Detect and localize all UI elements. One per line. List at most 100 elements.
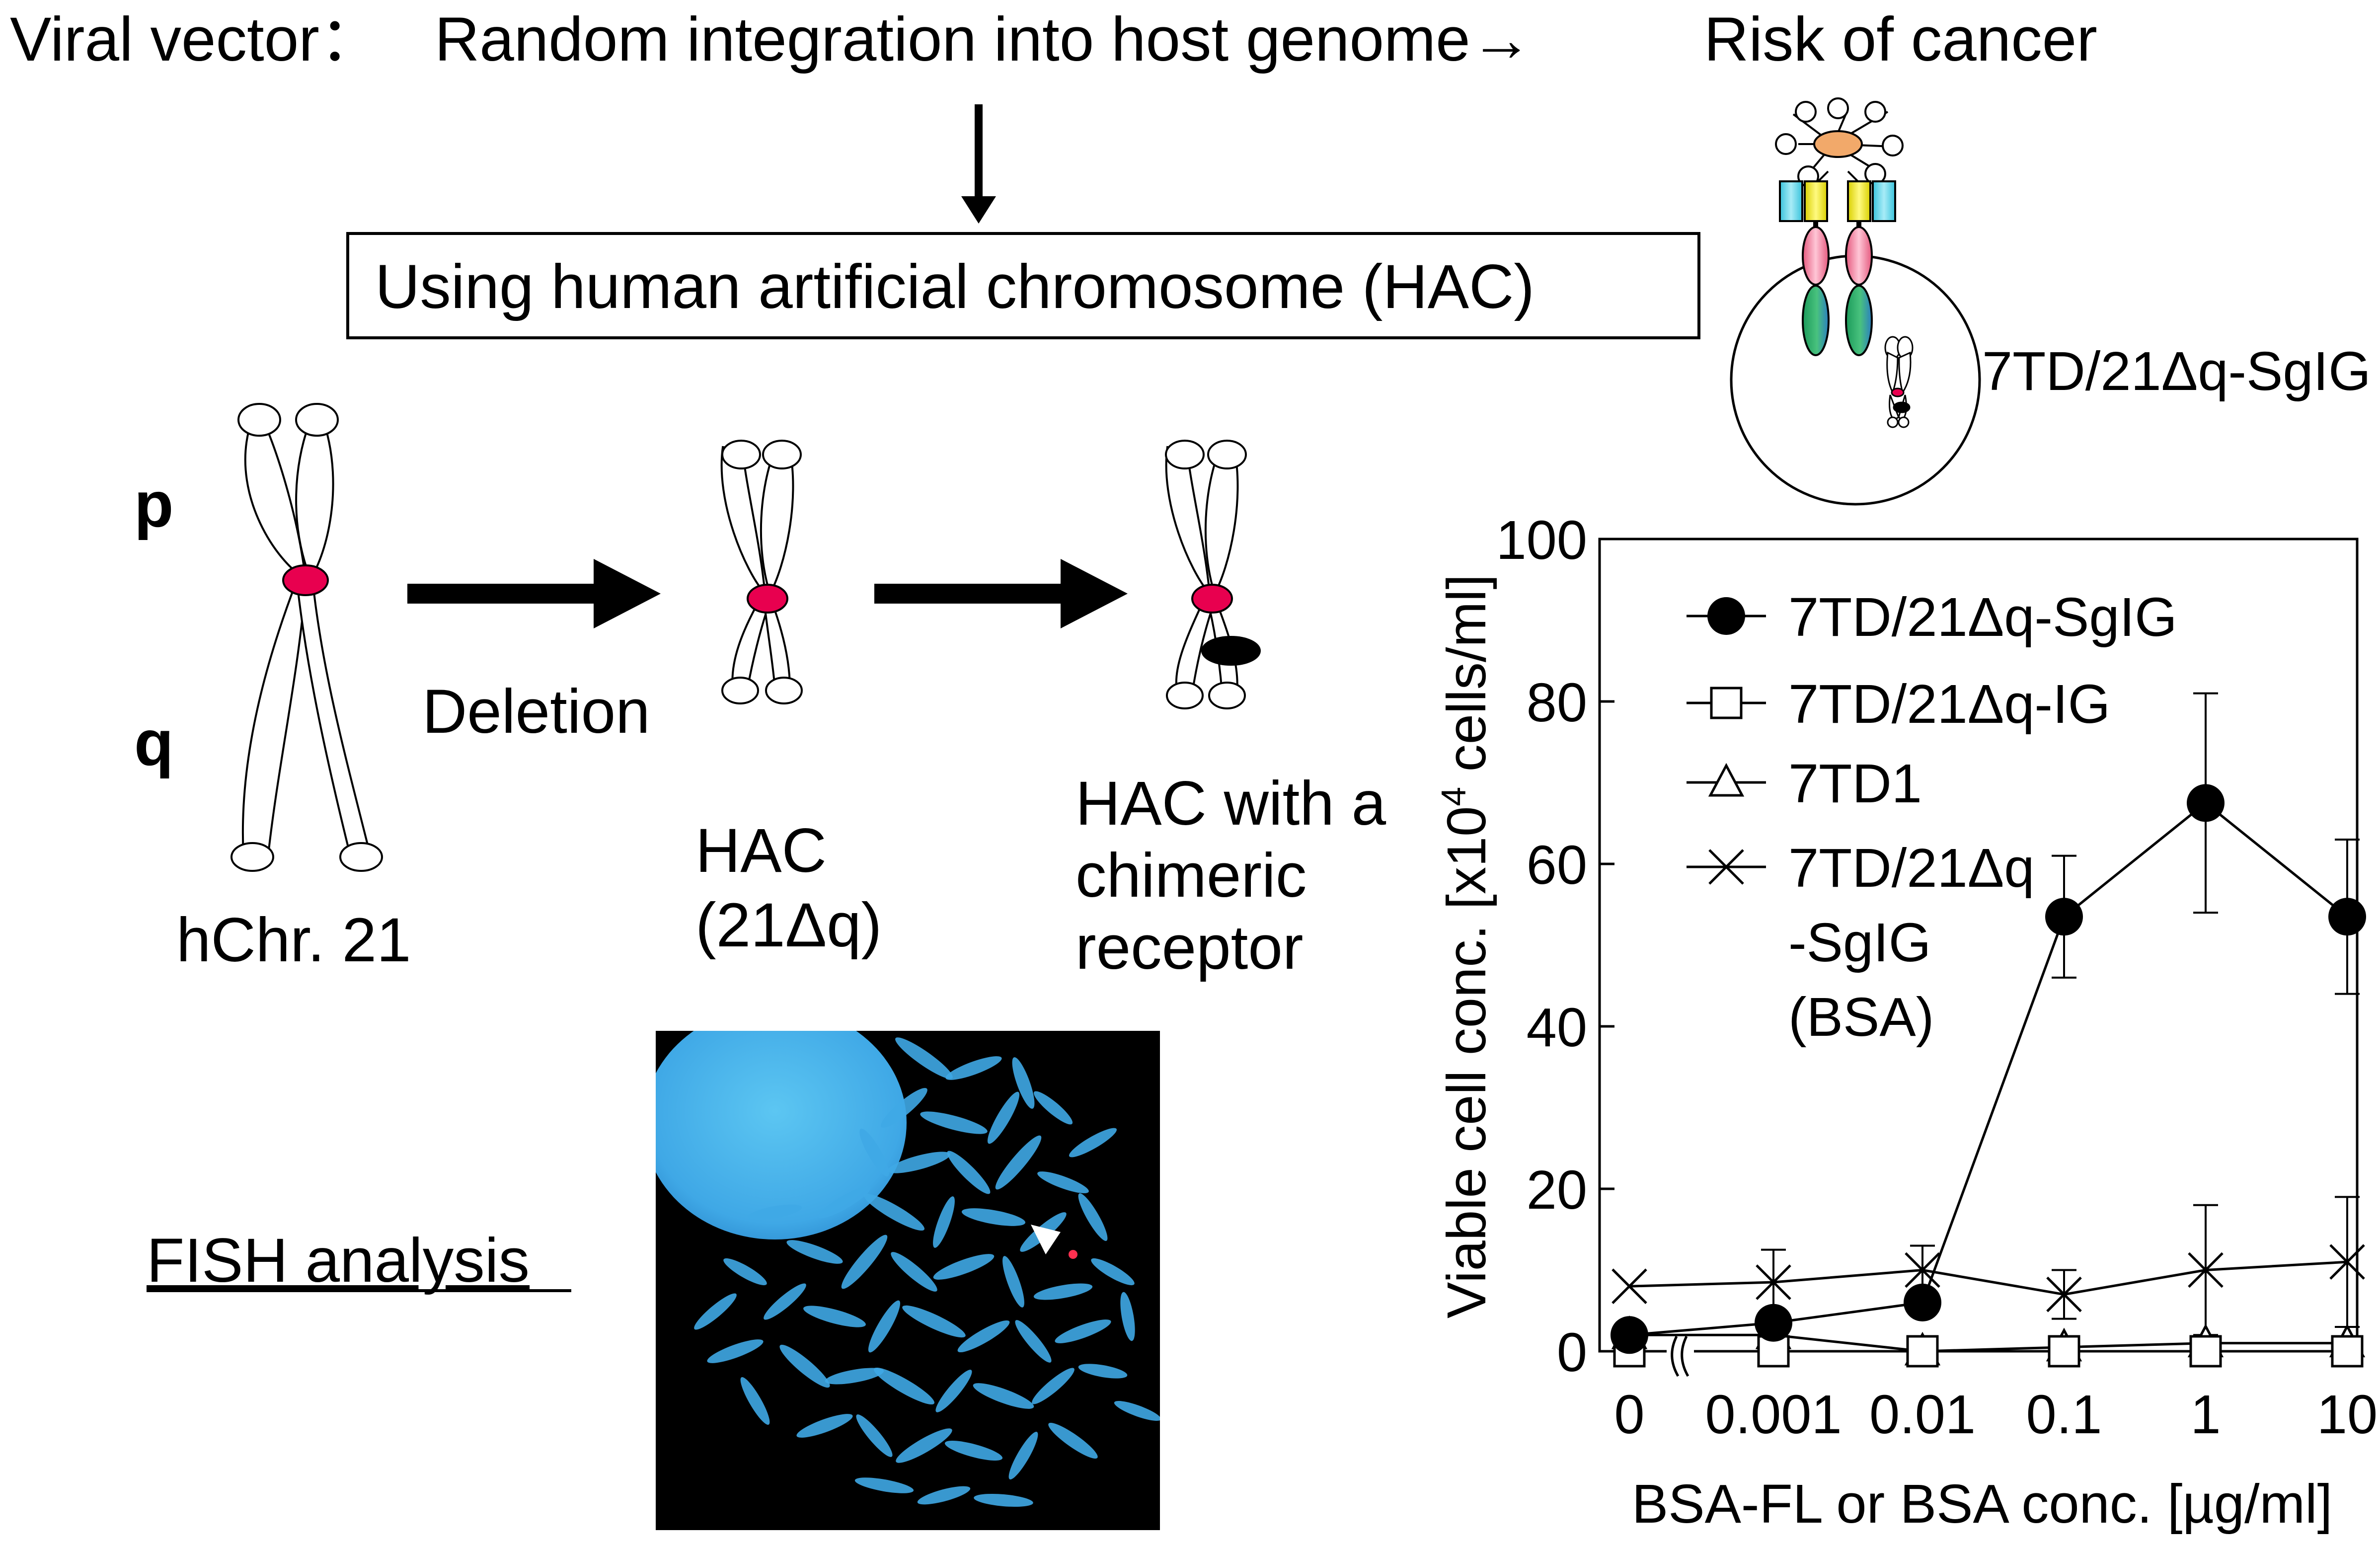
hchr21-label: hChr. 21 — [176, 906, 411, 975]
y-tick-label: 100 — [1496, 510, 1587, 571]
fish-chromosome — [1015, 1320, 1052, 1363]
mini-hac-icon — [1884, 336, 1914, 428]
data-point-cross — [1612, 1268, 1647, 1304]
fish-chromosome — [841, 1235, 888, 1289]
arrow-right-1 — [407, 559, 661, 628]
data-point-cross — [1708, 849, 1744, 885]
hac-label-line1: HAC — [695, 816, 827, 885]
hac-receptor-line3: receptor — [1075, 913, 1304, 982]
random-integration-text: Random integration into host genome→ — [435, 5, 1533, 74]
fish-chromosome — [1032, 1368, 1075, 1404]
fish-chromosome — [748, 1204, 802, 1220]
fish-chromosome — [945, 1056, 1002, 1080]
fish-chromosome — [863, 1193, 925, 1231]
viral-vector-label: Viral vector： — [10, 5, 382, 74]
fish-chromosome — [920, 1111, 988, 1134]
fish-chromosome — [957, 1320, 1010, 1353]
legend-label: 7TD/21Δq-SgIG — [1788, 587, 2177, 648]
plot-frame — [1598, 538, 2359, 1353]
fish-chromosome — [896, 1428, 952, 1463]
hchr21-chromosome — [230, 403, 383, 872]
fish-chromosome — [1033, 1091, 1073, 1125]
legend-label: 7TD/21Δq — [1788, 838, 2034, 899]
fish-chromosome — [891, 1252, 937, 1292]
fish-chromosome — [723, 1258, 767, 1286]
y-tick-label: 0 — [1557, 1322, 1587, 1383]
fish-chromosome — [818, 1186, 871, 1219]
fish-chromosome — [995, 1135, 1042, 1190]
data-point-cross — [1905, 1252, 1940, 1288]
fish-chromosome — [917, 1486, 971, 1505]
fish-chromosome — [1055, 1319, 1111, 1343]
x-tick-label: 0.01 — [1869, 1384, 1976, 1445]
hac-receptor-line1: HAC with a — [1075, 769, 1386, 838]
fish-image — [656, 1031, 1160, 1530]
data-point-filled-circle — [1755, 1304, 1792, 1342]
series-line — [1629, 1260, 2348, 1296]
centromere — [1191, 584, 1233, 614]
fish-chromosome — [707, 1339, 764, 1363]
centromere — [282, 564, 329, 596]
risk-of-cancer-text: Risk of cancer — [1704, 5, 2097, 74]
fish-nucleus — [656, 1031, 907, 1239]
fish-chromosome — [1114, 1401, 1160, 1421]
x-tick-label: 0.001 — [1705, 1384, 1842, 1445]
hac-receptor-line2: chimeric — [1075, 841, 1306, 910]
data-point-open-square — [1906, 1335, 1939, 1368]
fish-chromosome — [1008, 1431, 1038, 1480]
fish-chromosome — [856, 1414, 893, 1457]
fish-chromosome — [1069, 1128, 1117, 1158]
fish-chromosome — [764, 1283, 806, 1320]
arrow-right-2 — [874, 559, 1128, 628]
fish-hac-signal — [1069, 1250, 1077, 1259]
fish-signal-arrowhead-icon — [1031, 1225, 1061, 1254]
fish-chromosome — [935, 1370, 972, 1412]
y-axis-label: Viable cell conc. [x104 cells/ml] — [1434, 574, 1497, 1318]
deletion-label: Deletion — [422, 677, 650, 746]
antigen-icon — [1775, 97, 1904, 187]
data-point-cross — [2046, 1276, 2082, 1313]
data-point-filled-circle — [2187, 784, 2225, 822]
fish-chromosome — [796, 1414, 853, 1438]
legend-entry: 7TD/21Δq-SgIG — [1687, 587, 2177, 648]
fish-chromosome — [1078, 1193, 1108, 1241]
fish-chromosome — [873, 1367, 935, 1405]
legend-label: 7TD1 — [1788, 753, 1922, 814]
fish-chromosome — [1012, 1057, 1035, 1109]
fish-chromosome — [694, 1293, 737, 1330]
fish-chromosome — [881, 1087, 927, 1128]
y-tick-label: 20 — [1527, 1160, 1587, 1221]
fish-chromosome — [1078, 1364, 1128, 1379]
x-tick-label: 0 — [1614, 1384, 1644, 1445]
data-point-open-triangle — [1708, 763, 1745, 797]
fish-chromosome — [933, 1196, 955, 1248]
fish-chromosome — [933, 1254, 995, 1280]
fish-chromosome — [859, 1128, 889, 1177]
legend-entry: 7TD/21Δq -SgIG (BSA) — [1687, 838, 2034, 1048]
fish-chromosome — [888, 1152, 950, 1173]
fish-chromosome — [961, 1208, 1026, 1226]
down-arrow — [961, 104, 996, 224]
fish-chromosome — [902, 1305, 966, 1338]
fish-chromosome — [987, 1091, 1020, 1144]
fish-chromosome — [1048, 1422, 1098, 1459]
hac-box — [346, 232, 1700, 339]
data-point-cross — [2188, 1252, 2224, 1288]
hac-box-label: Using human artificial chromosome (HAC) — [375, 252, 1535, 321]
data-point-open-square — [2189, 1335, 2222, 1368]
fish-chromosome — [974, 1493, 1033, 1507]
fish-chromosome — [947, 1151, 991, 1194]
y-tick-label: 80 — [1527, 672, 1587, 733]
data-point-filled-circle — [1904, 1283, 1941, 1321]
axis-break-icon — [1667, 1335, 1694, 1377]
receptor-gene-insert — [1201, 636, 1261, 666]
x-tick-label: 10 — [2317, 1384, 2378, 1445]
x-tick-label: 0.1 — [2026, 1384, 2102, 1445]
hac-21dq-chromosome — [720, 440, 803, 704]
x-tick-label: 1 — [2190, 1384, 2221, 1445]
fish-chromosome — [1091, 1258, 1135, 1286]
legend-entry: 7TD/21Δq-IG — [1687, 674, 2110, 735]
fish-chromosome — [825, 1368, 884, 1385]
